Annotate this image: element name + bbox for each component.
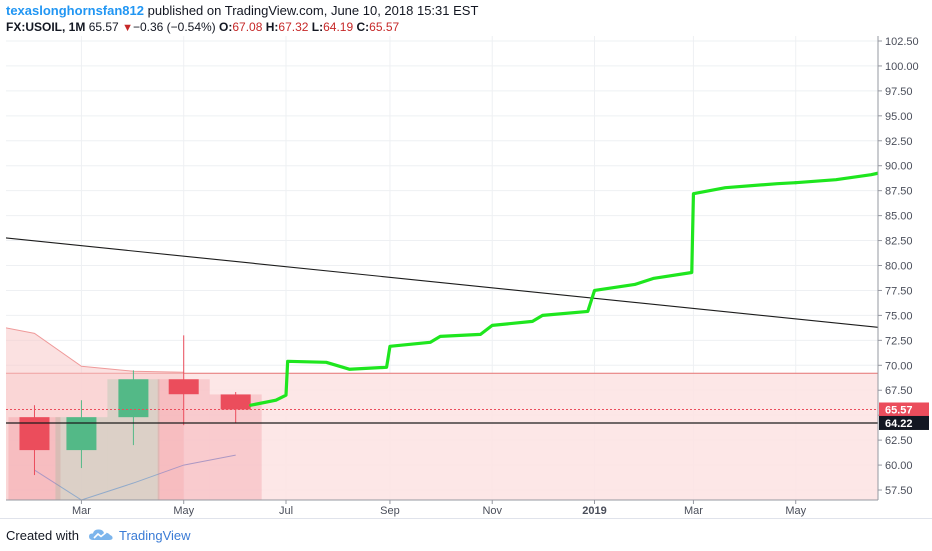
x-tick-label: Nov [482, 505, 502, 517]
author-link[interactable]: texaslonghornsfan812 [6, 3, 144, 18]
y-tick-label: 100.00 [885, 61, 919, 73]
y-tick-label: 60.00 [885, 460, 913, 472]
candle-up [66, 417, 97, 451]
y-tick-label: 90.00 [885, 161, 913, 173]
x-tick-label: Jul [279, 505, 293, 517]
y-tick-label: 80.00 [885, 261, 913, 273]
tradingview-brand-link[interactable]: TradingView [119, 528, 191, 543]
y-tick-label: 92.50 [885, 136, 913, 148]
published-text: published on TradingView.com, June 10, 2… [147, 3, 479, 18]
y-tick-label: 87.50 [885, 186, 913, 198]
y-tick-label: 85.00 [885, 211, 913, 223]
created-with-label: Created with [6, 528, 79, 543]
high-label: H: [265, 20, 279, 34]
x-tick-label: May [173, 505, 194, 517]
symbol-line: FX:USOIL, 1M 65.57 ▼−0.36 (−0.54%) O:67.… [6, 19, 906, 37]
price-badge [879, 402, 929, 417]
y-tick-label: 97.50 [885, 86, 913, 98]
candle-down [19, 417, 50, 451]
projection-path [249, 181, 798, 407]
plot-area [6, 36, 878, 500]
cloud-lower-line [34, 454, 236, 500]
high-value: 67.32 [278, 20, 309, 34]
low-value: 64.19 [323, 20, 354, 34]
candle-up [118, 379, 149, 418]
tradingview-cloud-icon [89, 529, 113, 540]
close-label: C: [356, 20, 370, 34]
y-tick-label: 70.00 [885, 360, 913, 372]
low-label: L: [311, 20, 324, 34]
open-label: O: [219, 20, 233, 34]
candle-down [168, 379, 199, 395]
x-tick-label: 2019 [582, 505, 606, 517]
y-tick-label: 62.50 [885, 435, 913, 447]
y-tick-label: 67.50 [885, 385, 913, 397]
last-price: 65.57 [88, 20, 119, 34]
projection-path [794, 171, 878, 185]
y-tick-label: 57.50 [885, 485, 913, 497]
y-tick-label: 95.00 [885, 111, 913, 123]
down-arrow-icon: ▼ [122, 22, 133, 34]
price-chart[interactable]: 102.50 100.00 97.50 95.00 92.50 90.00 87.50 85.… [0, 0, 932, 518]
price-badge [879, 415, 929, 430]
price-badge-label: 65.57 [885, 404, 913, 416]
y-tick-label: 102.50 [885, 36, 919, 48]
candle-down [220, 394, 251, 410]
x-tick-label: Mar [684, 505, 703, 517]
y-tick-label: 77.50 [885, 285, 913, 297]
price-change: −0.36 (−0.54%) [132, 20, 216, 34]
trend-line [6, 237, 878, 328]
symbol-name[interactable]: FX:USOIL, 1M [6, 20, 86, 34]
y-tick-label: 72.50 [885, 335, 913, 347]
cloud-edge-line [6, 327, 184, 373]
ichimoku-cloud [6, 323, 184, 500]
chart-header: texaslonghornsfan812 published on Tradin… [6, 2, 906, 37]
y-tick-label: 82.50 [885, 236, 913, 248]
publish-line: texaslonghornsfan812 published on Tradin… [6, 2, 906, 19]
footer-bar: Created with TradingView [0, 518, 932, 551]
y-tick-label: 75.00 [885, 310, 913, 322]
x-tick-label: Mar [72, 505, 91, 517]
x-tick-label: Sep [380, 505, 400, 517]
price-badge-label: 64.22 [885, 418, 913, 430]
x-tick-label: May [785, 505, 806, 517]
open-value: 67.08 [232, 20, 263, 34]
close-value: 65.57 [369, 20, 400, 34]
